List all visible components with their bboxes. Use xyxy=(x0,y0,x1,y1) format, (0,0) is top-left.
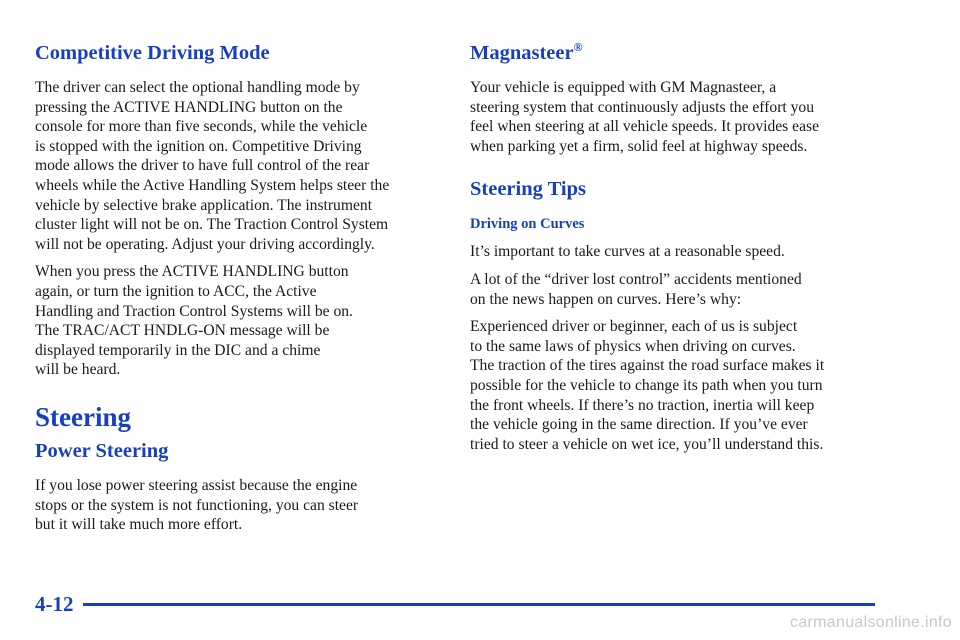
left-column: Competitive Driving Mode The driver can … xyxy=(35,40,445,535)
steering-heading: Steering xyxy=(35,401,131,432)
curves-paragraph-2: A lot of the “driver lost control” accid… xyxy=(470,270,802,308)
registered-mark: ® xyxy=(573,40,583,55)
driving-on-curves-heading: Driving on Curves xyxy=(470,216,585,233)
page-number: 4-12 xyxy=(35,592,74,616)
competitive-driving-mode-heading: Competitive Driving Mode xyxy=(35,42,270,64)
competitive-paragraph-1: The driver can select the optional handl… xyxy=(35,79,390,253)
curves-paragraph-3: Experienced driver or beginner, each of … xyxy=(470,318,825,453)
magnasteer-paragraph: Your vehicle is equipped with GM Magnast… xyxy=(470,79,819,155)
magnasteer-title: Magnasteer xyxy=(470,42,574,64)
right-column: Magnasteer® Your vehicle is equipped wit… xyxy=(470,40,890,454)
watermark-logo: carmanualsonline.info xyxy=(790,614,952,631)
footer-rule xyxy=(83,603,875,606)
competitive-paragraph-2: When you press the ACTIVE HANDLING butto… xyxy=(35,263,353,379)
power-steering-heading: Power Steering xyxy=(35,439,169,462)
steering-tips-heading: Steering Tips xyxy=(470,178,587,201)
curves-paragraph-1: It’s important to take curves at a reaso… xyxy=(470,243,785,261)
magnasteer-heading: Magnasteer® xyxy=(470,40,890,66)
power-steering-paragraph: If you lose power steering assist becaus… xyxy=(35,476,359,534)
